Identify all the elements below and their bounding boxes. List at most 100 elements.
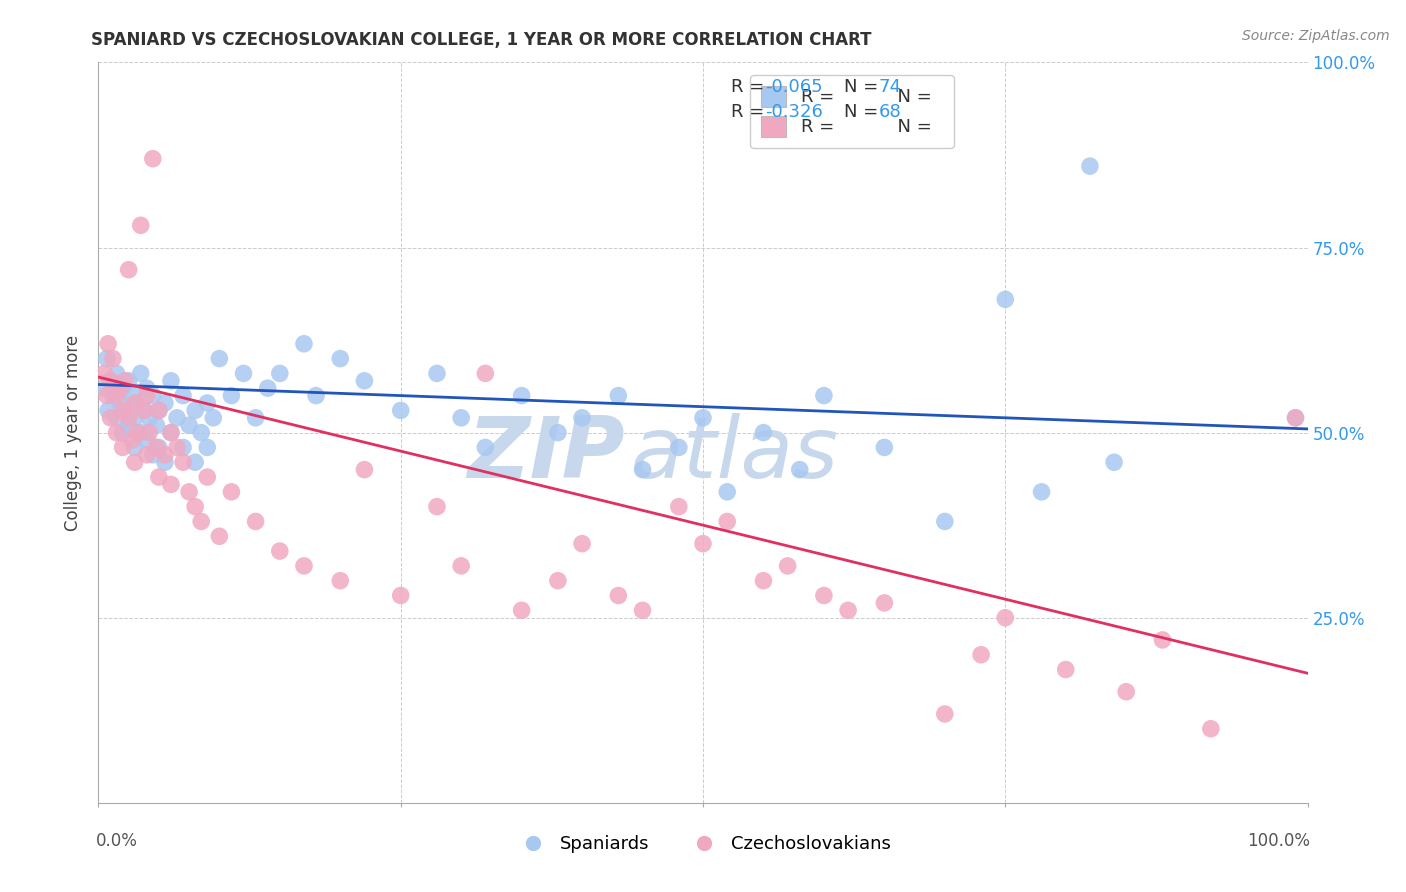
Point [135, 448, 157, 462]
Text: Source: ZipAtlas.com: Source: ZipAtlas.com [1241, 29, 1389, 43]
Point [510, 388, 533, 402]
Text: R =: R = [731, 78, 765, 95]
Point [160, 477, 183, 491]
Point [124, 455, 146, 469]
Point [607, 589, 630, 603]
Point [190, 515, 212, 529]
Point [129, 219, 152, 233]
Point [160, 374, 183, 388]
Point [692, 536, 714, 550]
Legend: Spaniards, Czechoslovakians: Spaniards, Czechoslovakians [508, 828, 898, 861]
Point [692, 410, 714, 425]
Point [114, 403, 136, 417]
Point [166, 441, 188, 455]
Point [1031, 484, 1053, 499]
Point [1199, 722, 1222, 736]
Point [127, 396, 149, 410]
Point [172, 441, 194, 455]
Point [292, 336, 315, 351]
Point [329, 351, 352, 366]
Point [129, 425, 152, 440]
Point [195, 441, 218, 455]
Point [111, 381, 134, 395]
Point [101, 388, 124, 402]
Point [450, 410, 472, 425]
Point [135, 388, 157, 402]
Point [208, 529, 231, 543]
Point [245, 515, 267, 529]
Point [474, 441, 496, 455]
Point [245, 410, 267, 425]
Point [1115, 685, 1137, 699]
Point [329, 574, 352, 588]
Point [134, 403, 156, 417]
Point [172, 388, 194, 402]
Point [813, 589, 835, 603]
Point [135, 433, 157, 447]
Point [1152, 632, 1174, 647]
Point [96, 388, 118, 402]
Point [148, 470, 170, 484]
Point [789, 462, 811, 476]
Point [190, 425, 212, 440]
Point [970, 648, 993, 662]
Point [111, 403, 134, 417]
Point [148, 441, 170, 455]
Point [269, 544, 291, 558]
Point [547, 425, 569, 440]
Point [135, 381, 157, 395]
Point [184, 500, 207, 514]
Point [111, 441, 134, 455]
Point [571, 410, 593, 425]
Point [179, 418, 201, 433]
Point [353, 374, 375, 388]
Point [1078, 159, 1101, 173]
Point [118, 374, 141, 388]
Point [111, 425, 134, 440]
Point [195, 470, 218, 484]
Point [145, 418, 167, 433]
Text: ZIP: ZIP [467, 413, 624, 496]
Point [426, 367, 449, 381]
Point [100, 410, 122, 425]
Point [1102, 455, 1125, 469]
Point [96, 351, 118, 366]
Point [108, 396, 131, 410]
Point [1054, 663, 1077, 677]
Point [195, 396, 218, 410]
Point [221, 484, 243, 499]
Point [837, 603, 859, 617]
Point [269, 367, 291, 381]
Point [100, 374, 122, 388]
Point [631, 603, 654, 617]
Point [127, 425, 149, 440]
Point [124, 441, 146, 455]
Point [668, 441, 690, 455]
Point [752, 425, 775, 440]
Point [93, 367, 115, 381]
Point [450, 558, 472, 573]
Point [105, 388, 128, 402]
Point [389, 589, 412, 603]
Point [129, 367, 152, 381]
Point [166, 410, 188, 425]
Text: -0.065: -0.065 [765, 78, 823, 95]
Point [292, 558, 315, 573]
Point [752, 574, 775, 588]
Point [134, 403, 156, 417]
Point [510, 603, 533, 617]
Point [160, 425, 183, 440]
Point [105, 367, 128, 381]
Point [179, 484, 201, 499]
Text: N =: N = [844, 78, 877, 95]
Text: -0.326: -0.326 [765, 103, 823, 120]
Point [571, 536, 593, 550]
Point [994, 293, 1017, 307]
Point [934, 515, 956, 529]
Point [114, 374, 136, 388]
Point [142, 388, 165, 402]
Text: 74: 74 [879, 78, 901, 95]
Point [389, 403, 412, 417]
Text: 0.0%: 0.0% [96, 832, 138, 850]
Point [142, 152, 165, 166]
